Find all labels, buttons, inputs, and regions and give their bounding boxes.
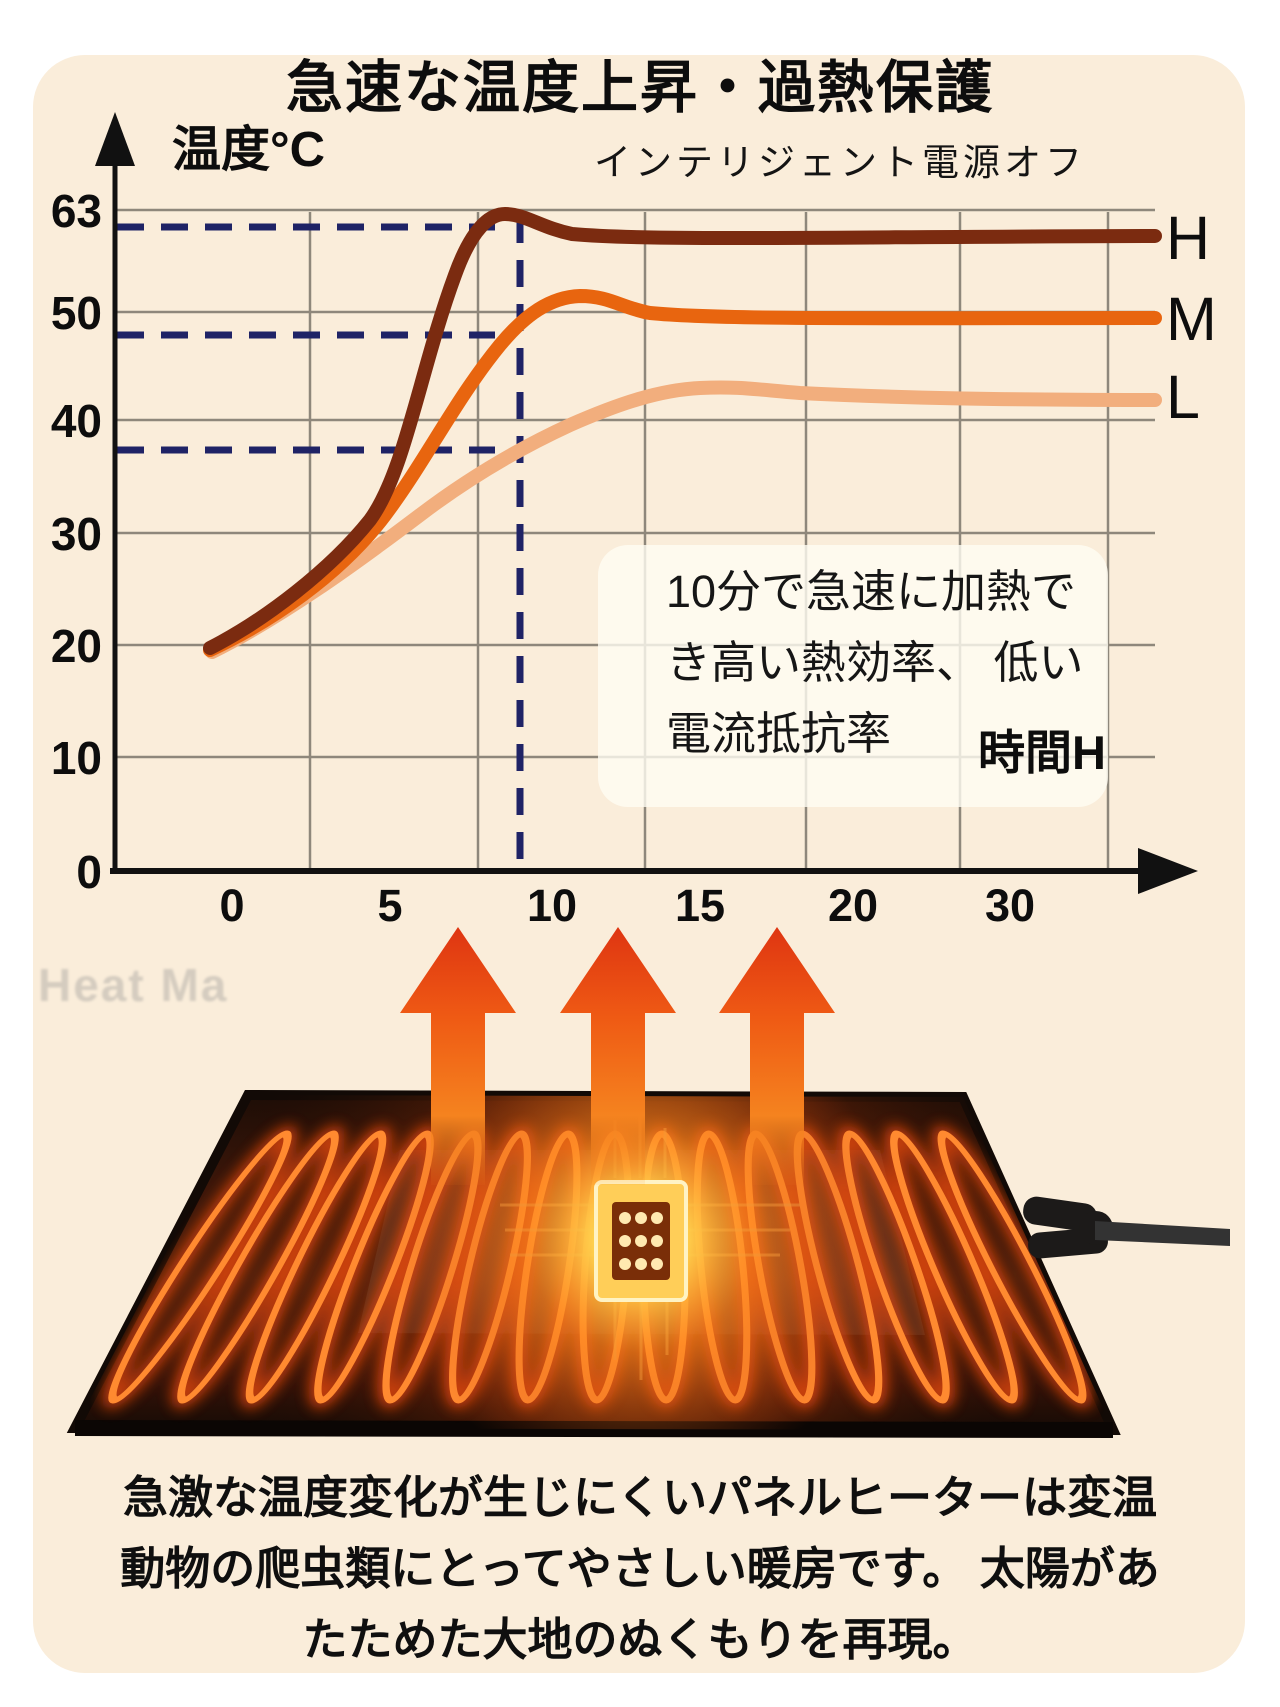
callout-box: [598, 545, 1108, 807]
x-tick-20: 20: [827, 880, 879, 931]
footer-description: 急激な温度変化が生じにくいパネルヒーターは変温 動物の爬虫類にとってやさしい暖房…: [40, 1462, 1240, 1675]
y-axis-title: 温度°C: [172, 123, 325, 177]
series-H-line: [203, 206, 1162, 655]
series-L-line: [205, 380, 1162, 659]
legend-label-M: M: [1166, 285, 1217, 353]
series-M-line: [203, 288, 1162, 657]
watermark: Heat Ma: [38, 959, 229, 1011]
x-tick-30: 30: [984, 880, 1036, 931]
y-tick-50: 50: [50, 287, 102, 339]
callout-line: 10分で急速に加熱で: [666, 566, 1077, 617]
y-tick-63: 63: [50, 185, 102, 237]
x-axis-arrow-icon: [1138, 848, 1198, 894]
y-tick-10: 10: [50, 732, 102, 784]
x-tick-10: 10: [526, 880, 578, 931]
footer-line: 急激な温度変化が生じにくいパネルヒーターは変温: [122, 1472, 1158, 1523]
legend-label-H: H: [1166, 204, 1211, 272]
x-tick-0: 0: [219, 880, 245, 931]
y-tick-30: 30: [50, 508, 102, 560]
axes: [95, 112, 1198, 894]
y-tick-20: 20: [50, 620, 102, 672]
heat-arrow-icon: [400, 927, 516, 1185]
page-title: 急速な温度上昇・過熱保護: [286, 56, 994, 120]
callout-line: 電流抵抗率: [666, 708, 892, 759]
y-tick-0: 0: [76, 846, 102, 898]
footer-line: たためた大地のぬくもりを再現。: [302, 1614, 978, 1665]
chip: [594, 1180, 688, 1302]
callout-text: 10分で急速に加熱で き高い熱効率、 低い 電流抵抗率: [666, 556, 1106, 769]
power-cable: [1095, 1221, 1230, 1246]
x-axis-title: 時間H: [978, 726, 1106, 779]
series-lines: [203, 206, 1162, 659]
heat-arrow-icon: [719, 927, 835, 1185]
power-connector: [1023, 1196, 1113, 1259]
footer-line: 動物の爬虫類にとってやさしい暖房です。 太陽があ: [120, 1543, 1160, 1594]
y-axis-arrow-icon: [95, 112, 135, 166]
callout-line: き高い熱効率、 低い: [666, 637, 1084, 688]
heat-arrows: [400, 927, 835, 1185]
legend-label-L: L: [1166, 363, 1200, 431]
x-tick-5: 5: [377, 880, 403, 931]
heat-arrow-icon: [560, 927, 676, 1185]
y-tick-40: 40: [50, 395, 102, 447]
x-tick-15: 15: [674, 880, 726, 931]
chart-top-annotation: インテリジェント電源オフ: [594, 142, 1086, 183]
